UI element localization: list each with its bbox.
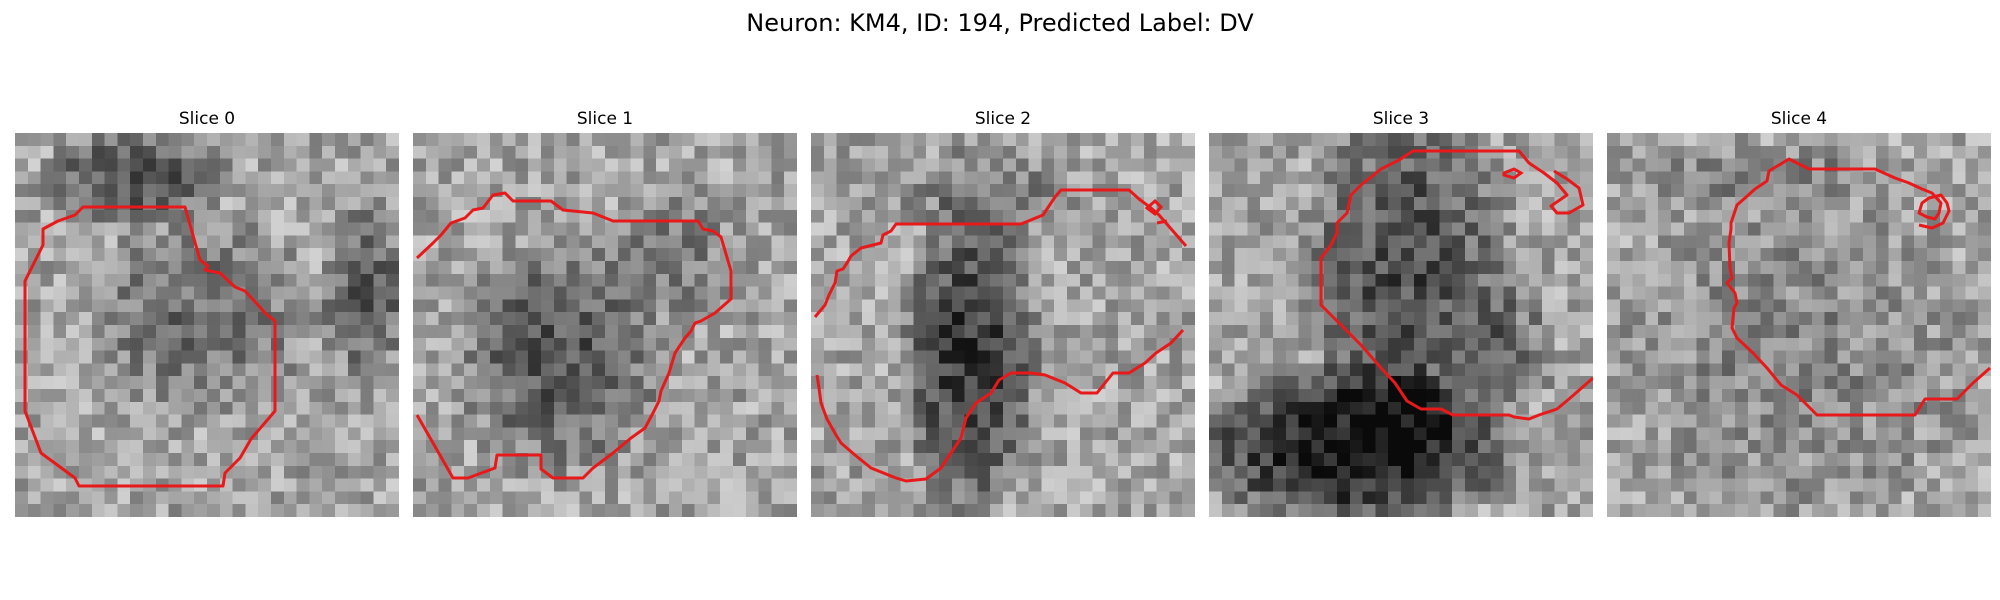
slice-panel-0: Slice 0: [15, 107, 399, 527]
contour-line: [1725, 157, 1991, 417]
contour-line: [813, 188, 1188, 483]
slice-image-3: [1209, 133, 1593, 517]
slice-image-4: [1607, 133, 1991, 517]
grayscale-image: [1607, 133, 1991, 517]
figure-title: Neuron: KM4, ID: 194, Predicted Label: D…: [746, 9, 1254, 37]
slice-panel-3: Slice 3: [1209, 107, 1593, 527]
grayscale-image: [811, 133, 1195, 517]
contour-line: [23, 205, 277, 488]
slice-image-0: [15, 133, 399, 517]
slice-title: Slice 1: [576, 109, 634, 129]
contour-line-small: [1502, 167, 1524, 180]
slice-panel-2: Slice 2: [811, 107, 1195, 527]
slice-title: Slice 2: [974, 109, 1032, 129]
slice-panel-1: Slice 1: [413, 107, 797, 527]
grayscale-image: [15, 133, 399, 517]
grayscale-image: [413, 133, 797, 517]
slice-title: Slice 4: [1770, 109, 1828, 129]
slice-panel-4: Slice 4: [1607, 107, 1991, 527]
grayscale-image: [1209, 133, 1593, 517]
slice-title: Slice 0: [178, 109, 236, 129]
slice-image-2: [811, 133, 1195, 517]
contour-line-small: [1144, 198, 1168, 225]
contour-line: [1319, 149, 1593, 421]
slice-image-1: [413, 133, 797, 517]
contour-line: [415, 191, 733, 480]
slice-title: Slice 3: [1372, 109, 1430, 129]
